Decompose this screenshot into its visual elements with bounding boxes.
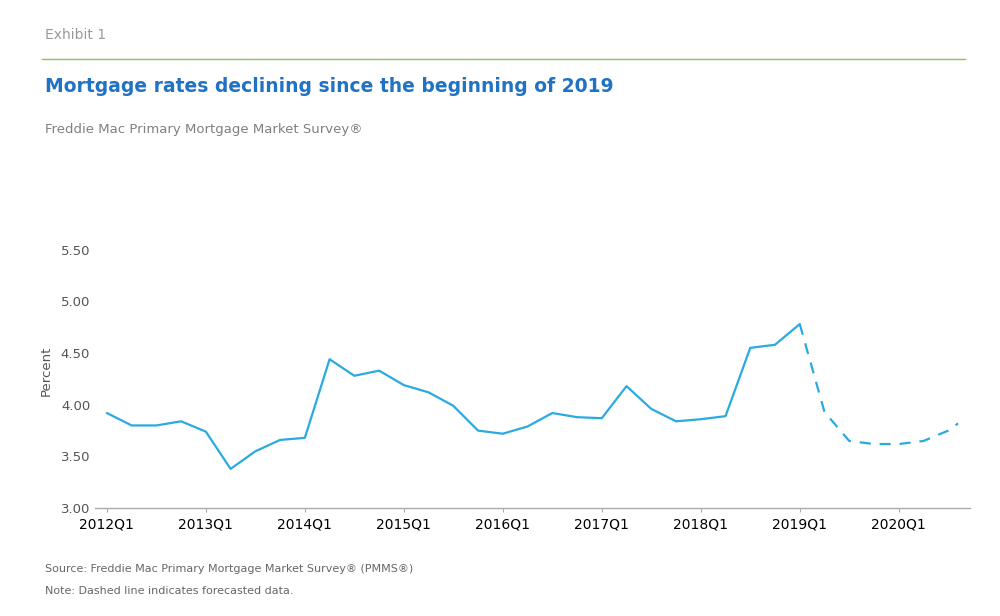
Text: Exhibit 1: Exhibit 1: [45, 28, 106, 42]
Text: Source: Freddie Mac Primary Mortgage Market Survey® (PMMS®): Source: Freddie Mac Primary Mortgage Mar…: [45, 564, 413, 573]
Text: Mortgage rates declining since the beginning of 2019: Mortgage rates declining since the begin…: [45, 77, 614, 96]
Y-axis label: Percent: Percent: [39, 346, 52, 396]
Text: Note: Dashed line indicates forecasted data.: Note: Dashed line indicates forecasted d…: [45, 586, 294, 596]
Text: Freddie Mac Primary Mortgage Market Survey®: Freddie Mac Primary Mortgage Market Surv…: [45, 123, 363, 136]
